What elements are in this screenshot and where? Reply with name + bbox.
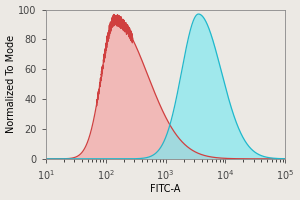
Y-axis label: Normalized To Mode: Normalized To Mode	[6, 35, 16, 133]
X-axis label: FITC-A: FITC-A	[150, 184, 181, 194]
